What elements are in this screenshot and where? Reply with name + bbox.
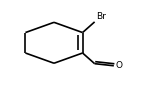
Text: O: O bbox=[116, 61, 123, 70]
Text: Br: Br bbox=[96, 12, 106, 21]
